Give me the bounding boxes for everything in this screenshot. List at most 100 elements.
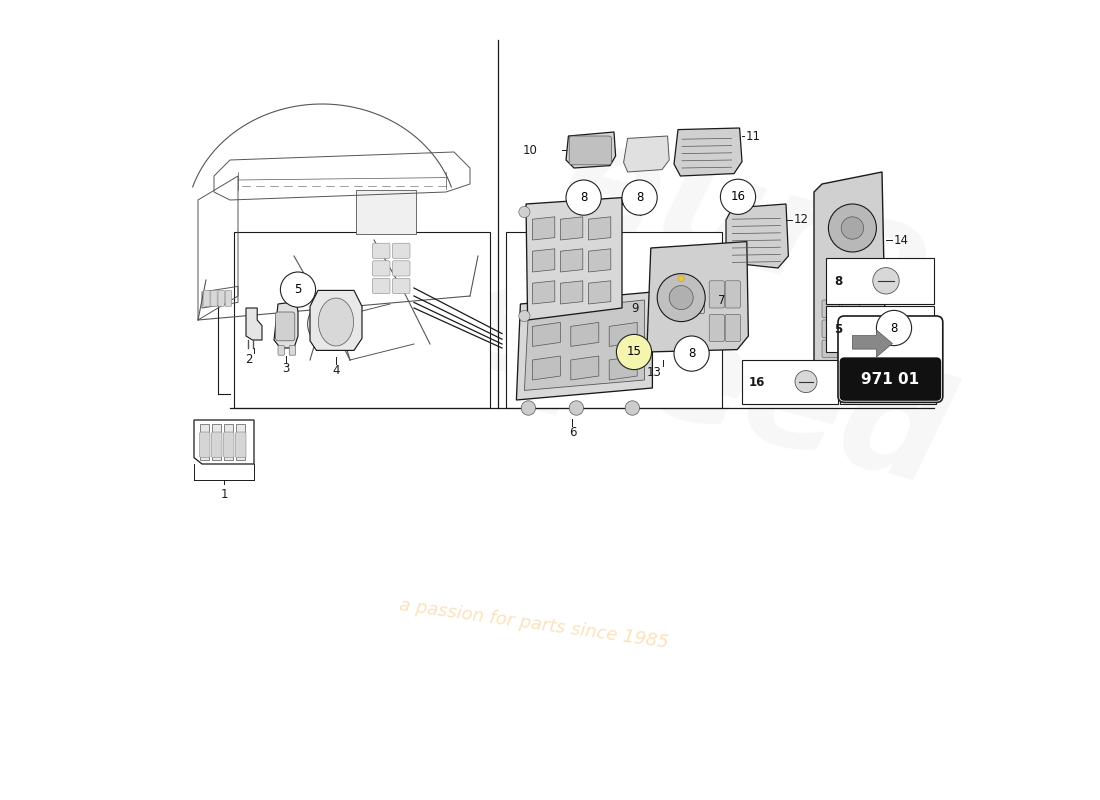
FancyBboxPatch shape — [278, 346, 285, 355]
FancyBboxPatch shape — [199, 432, 210, 458]
Circle shape — [280, 272, 316, 307]
Text: 16: 16 — [748, 376, 764, 389]
FancyBboxPatch shape — [373, 243, 390, 258]
FancyBboxPatch shape — [373, 261, 390, 276]
Polygon shape — [532, 322, 560, 346]
Circle shape — [621, 180, 657, 215]
FancyBboxPatch shape — [226, 290, 232, 306]
Polygon shape — [678, 284, 710, 316]
Polygon shape — [566, 132, 616, 168]
Circle shape — [320, 314, 340, 334]
Text: 3: 3 — [283, 362, 289, 374]
FancyBboxPatch shape — [235, 432, 246, 458]
FancyBboxPatch shape — [710, 281, 725, 308]
FancyBboxPatch shape — [840, 360, 936, 404]
Polygon shape — [560, 249, 583, 272]
Circle shape — [828, 204, 877, 252]
Polygon shape — [852, 330, 892, 357]
Polygon shape — [319, 298, 353, 346]
Circle shape — [657, 274, 705, 322]
Text: 16: 16 — [730, 190, 746, 203]
Polygon shape — [814, 172, 886, 384]
Circle shape — [569, 401, 584, 415]
Polygon shape — [274, 302, 298, 348]
Text: 15: 15 — [847, 376, 864, 389]
Text: 10: 10 — [524, 144, 538, 157]
FancyBboxPatch shape — [725, 314, 740, 342]
FancyBboxPatch shape — [204, 290, 210, 306]
Polygon shape — [588, 217, 610, 240]
Polygon shape — [212, 424, 221, 460]
Circle shape — [795, 370, 817, 393]
Polygon shape — [726, 204, 789, 268]
Polygon shape — [532, 356, 560, 380]
Polygon shape — [891, 372, 913, 391]
Text: 12: 12 — [794, 214, 808, 226]
FancyBboxPatch shape — [393, 278, 410, 294]
FancyBboxPatch shape — [742, 360, 838, 404]
Text: 2: 2 — [245, 353, 253, 366]
Text: 8: 8 — [636, 191, 644, 204]
Circle shape — [880, 323, 892, 334]
FancyBboxPatch shape — [218, 290, 224, 306]
Circle shape — [669, 286, 693, 310]
FancyBboxPatch shape — [822, 300, 839, 318]
FancyBboxPatch shape — [842, 340, 859, 358]
Circle shape — [896, 377, 907, 386]
Text: 6: 6 — [569, 426, 576, 438]
FancyBboxPatch shape — [223, 432, 234, 458]
Polygon shape — [224, 424, 233, 460]
Circle shape — [519, 310, 530, 322]
Circle shape — [872, 267, 899, 294]
Polygon shape — [200, 424, 209, 460]
FancyBboxPatch shape — [569, 136, 612, 165]
Text: 7: 7 — [718, 294, 726, 306]
Text: a passion for parts since 1985: a passion for parts since 1985 — [398, 596, 670, 652]
Polygon shape — [246, 308, 262, 340]
Text: 9: 9 — [631, 302, 639, 314]
Polygon shape — [624, 136, 669, 172]
Circle shape — [877, 310, 912, 346]
FancyBboxPatch shape — [710, 314, 725, 342]
Polygon shape — [873, 318, 899, 339]
FancyBboxPatch shape — [842, 300, 859, 318]
Polygon shape — [647, 242, 748, 352]
Circle shape — [674, 336, 710, 371]
Polygon shape — [560, 281, 583, 304]
Text: euro
speed: euro speed — [449, 94, 1003, 514]
Bar — [845, 361, 936, 368]
Text: 14: 14 — [894, 234, 909, 246]
Text: 13: 13 — [647, 366, 662, 378]
Polygon shape — [560, 217, 583, 240]
Text: 1: 1 — [220, 488, 228, 501]
Circle shape — [308, 302, 352, 346]
Polygon shape — [571, 322, 598, 346]
Circle shape — [830, 264, 870, 304]
FancyBboxPatch shape — [355, 190, 417, 234]
FancyBboxPatch shape — [822, 340, 839, 358]
Text: 5: 5 — [295, 283, 301, 296]
Text: 4: 4 — [332, 364, 340, 377]
Polygon shape — [532, 249, 554, 272]
Circle shape — [566, 180, 602, 215]
Polygon shape — [588, 281, 610, 304]
Circle shape — [678, 275, 684, 282]
FancyBboxPatch shape — [211, 432, 222, 458]
FancyBboxPatch shape — [842, 320, 859, 338]
Text: 8: 8 — [890, 322, 898, 334]
Polygon shape — [532, 281, 554, 304]
Text: 8: 8 — [580, 191, 587, 204]
FancyBboxPatch shape — [681, 290, 704, 314]
FancyBboxPatch shape — [826, 306, 934, 352]
Polygon shape — [571, 356, 598, 380]
Polygon shape — [236, 424, 245, 460]
Text: 15: 15 — [627, 346, 641, 358]
Polygon shape — [588, 249, 610, 272]
Polygon shape — [525, 300, 645, 390]
FancyBboxPatch shape — [373, 278, 390, 294]
Circle shape — [842, 217, 864, 239]
FancyBboxPatch shape — [826, 258, 934, 304]
Circle shape — [521, 401, 536, 415]
Polygon shape — [516, 292, 652, 400]
FancyBboxPatch shape — [506, 232, 722, 408]
